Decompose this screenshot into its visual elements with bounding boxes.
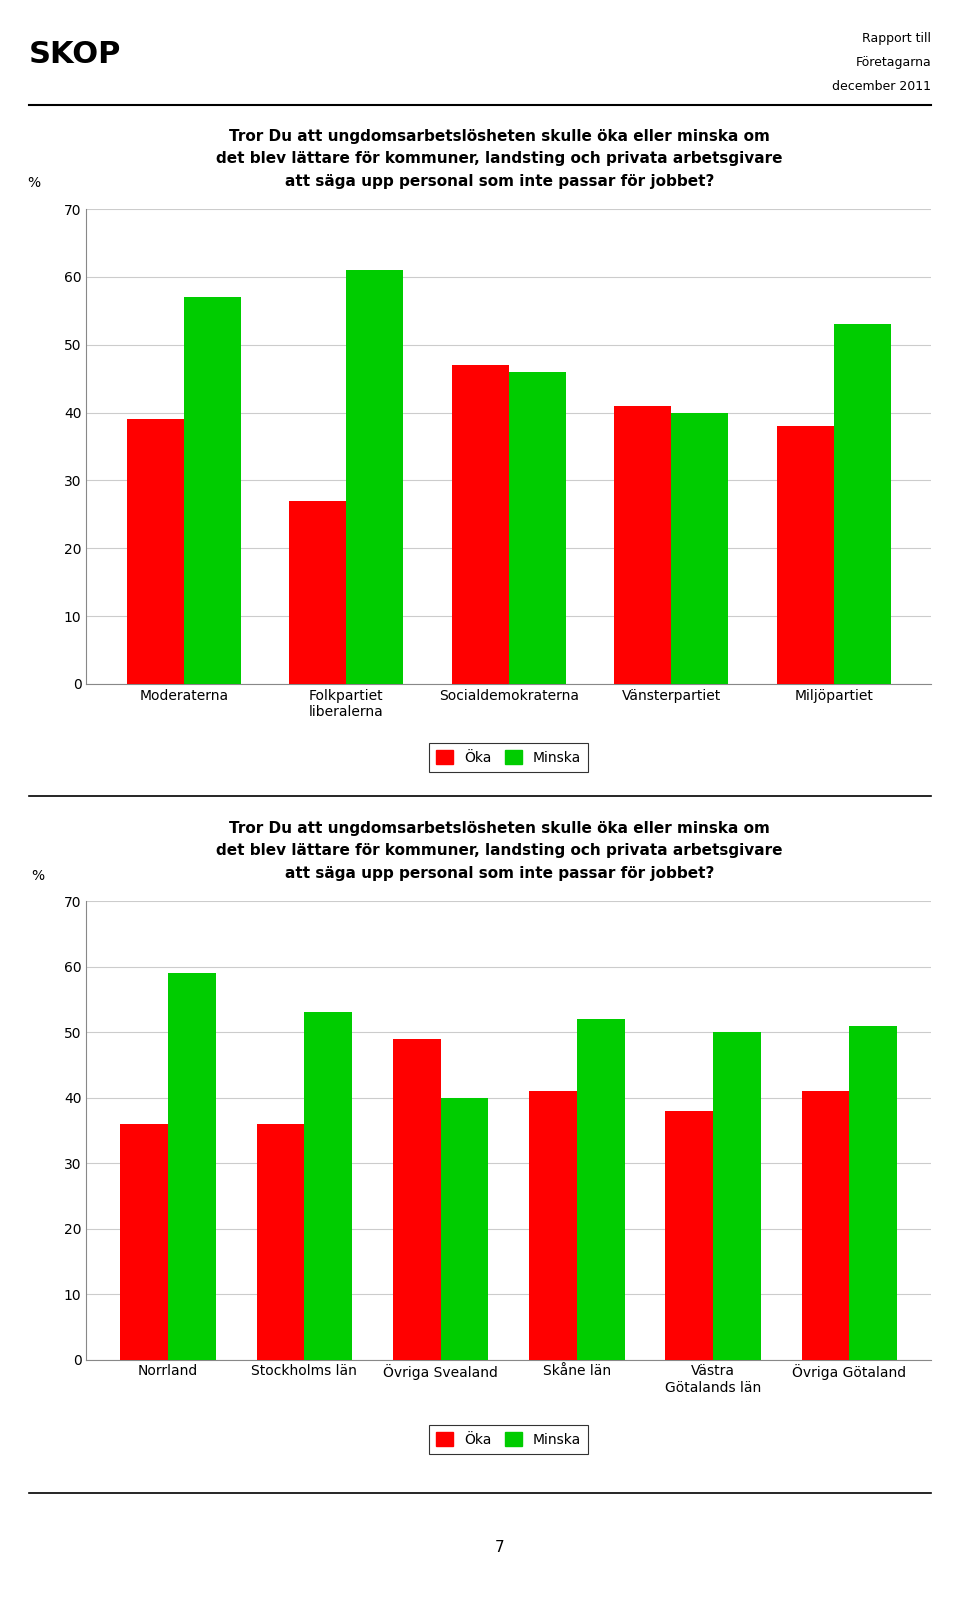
Bar [347,270,403,684]
Bar [304,1012,352,1360]
Bar [671,412,728,684]
Text: det blev lättare för kommuner, landsting och privata arbetsgivare: det blev lättare för kommuner, landsting… [216,151,782,166]
Bar [290,500,347,684]
Bar [777,426,833,684]
Bar [120,1123,168,1360]
Text: 7: 7 [494,1540,504,1556]
Bar [833,325,891,684]
Bar [168,973,216,1360]
Bar [850,1025,898,1360]
Text: Tror Du att ungdomsarbetslösheten skulle öka eller minska om: Tror Du att ungdomsarbetslösheten skulle… [228,129,770,143]
Bar [614,405,671,684]
Bar [802,1091,850,1360]
Bar [184,298,241,684]
Text: Rapport till: Rapport till [862,32,931,45]
Text: december 2011: december 2011 [832,80,931,93]
Bar [127,420,184,684]
Bar [441,1097,489,1360]
Bar [665,1110,713,1360]
Text: att säga upp personal som inte passar för jobbet?: att säga upp personal som inte passar fö… [284,174,714,188]
Legend: Öka, Minska: Öka, Minska [429,1426,588,1453]
Bar [509,372,565,684]
Bar [393,1039,441,1360]
Legend: Öka, Minska: Öka, Minska [429,743,588,772]
Text: att säga upp personal som inte passar för jobbet?: att säga upp personal som inte passar fö… [284,866,714,880]
Text: Tror Du att ungdomsarbetslösheten skulle öka eller minska om: Tror Du att ungdomsarbetslösheten skulle… [228,821,770,835]
Text: %: % [27,175,40,190]
Text: Företagarna: Företagarna [855,56,931,69]
Text: det blev lättare för kommuner, landsting och privata arbetsgivare: det blev lättare för kommuner, landsting… [216,843,782,858]
Bar [713,1031,761,1360]
Bar [452,365,509,684]
Text: %: % [32,869,44,883]
Bar [577,1018,625,1360]
Bar [256,1123,304,1360]
Text: SKOP: SKOP [29,40,121,69]
Bar [529,1091,577,1360]
